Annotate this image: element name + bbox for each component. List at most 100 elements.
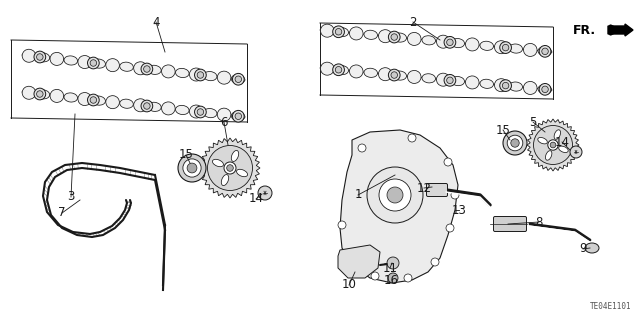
- Circle shape: [511, 139, 519, 147]
- Ellipse shape: [349, 27, 363, 40]
- Ellipse shape: [444, 36, 456, 48]
- Ellipse shape: [197, 72, 204, 78]
- Ellipse shape: [500, 80, 511, 92]
- Ellipse shape: [495, 79, 508, 92]
- Ellipse shape: [500, 42, 511, 54]
- Polygon shape: [338, 245, 380, 278]
- Ellipse shape: [231, 75, 245, 84]
- FancyArrow shape: [608, 24, 633, 36]
- Ellipse shape: [321, 24, 334, 37]
- Ellipse shape: [393, 33, 406, 42]
- Circle shape: [358, 144, 366, 152]
- Ellipse shape: [221, 174, 228, 186]
- Text: 8: 8: [535, 216, 543, 228]
- Circle shape: [431, 258, 439, 266]
- Ellipse shape: [524, 43, 537, 56]
- Ellipse shape: [422, 74, 436, 83]
- Ellipse shape: [143, 103, 150, 109]
- Circle shape: [387, 187, 403, 203]
- Ellipse shape: [585, 243, 599, 253]
- Circle shape: [187, 163, 197, 173]
- Ellipse shape: [408, 33, 421, 45]
- Ellipse shape: [235, 113, 241, 120]
- Ellipse shape: [539, 84, 551, 95]
- Circle shape: [346, 254, 354, 262]
- Ellipse shape: [195, 69, 206, 81]
- Circle shape: [444, 158, 452, 166]
- Circle shape: [227, 165, 234, 171]
- Circle shape: [178, 154, 206, 182]
- Ellipse shape: [143, 66, 150, 72]
- Ellipse shape: [22, 49, 36, 62]
- Ellipse shape: [444, 74, 456, 86]
- Ellipse shape: [134, 99, 147, 112]
- Ellipse shape: [36, 54, 43, 60]
- Ellipse shape: [106, 59, 120, 72]
- FancyBboxPatch shape: [426, 183, 447, 197]
- Circle shape: [367, 167, 423, 223]
- Circle shape: [534, 125, 573, 165]
- Circle shape: [404, 274, 412, 282]
- Text: 10: 10: [342, 278, 356, 292]
- Text: 11: 11: [383, 262, 397, 275]
- Text: 5: 5: [529, 115, 537, 129]
- Ellipse shape: [175, 105, 189, 115]
- Circle shape: [507, 135, 523, 151]
- Ellipse shape: [235, 76, 241, 83]
- Ellipse shape: [364, 30, 378, 39]
- Ellipse shape: [321, 62, 334, 75]
- Text: 13: 13: [452, 204, 467, 217]
- Ellipse shape: [141, 100, 153, 112]
- Ellipse shape: [333, 64, 344, 76]
- Ellipse shape: [335, 28, 342, 35]
- Text: 3: 3: [67, 190, 75, 204]
- Ellipse shape: [333, 26, 344, 38]
- Ellipse shape: [204, 108, 217, 118]
- Ellipse shape: [378, 30, 392, 43]
- Ellipse shape: [408, 70, 421, 84]
- Ellipse shape: [106, 96, 120, 109]
- Ellipse shape: [141, 63, 153, 75]
- Circle shape: [258, 186, 272, 200]
- Ellipse shape: [436, 35, 450, 48]
- Ellipse shape: [542, 86, 548, 93]
- Ellipse shape: [92, 59, 106, 68]
- Ellipse shape: [232, 110, 244, 122]
- Ellipse shape: [388, 69, 400, 81]
- Text: 6: 6: [220, 115, 228, 129]
- Text: 2: 2: [409, 16, 417, 28]
- Text: TE04E1101: TE04E1101: [590, 302, 632, 311]
- Circle shape: [408, 134, 416, 142]
- Ellipse shape: [195, 106, 206, 118]
- Ellipse shape: [237, 169, 248, 177]
- Ellipse shape: [509, 44, 522, 53]
- Ellipse shape: [34, 51, 45, 63]
- Circle shape: [338, 221, 346, 229]
- Text: 15: 15: [179, 149, 193, 161]
- Ellipse shape: [559, 146, 568, 152]
- FancyBboxPatch shape: [493, 217, 527, 232]
- Ellipse shape: [447, 77, 453, 84]
- Ellipse shape: [502, 82, 509, 89]
- Text: 9: 9: [579, 242, 587, 256]
- Ellipse shape: [134, 62, 147, 75]
- Ellipse shape: [50, 52, 63, 65]
- Ellipse shape: [335, 65, 349, 75]
- Ellipse shape: [451, 39, 465, 48]
- Text: 14: 14: [248, 192, 264, 205]
- Ellipse shape: [64, 56, 77, 65]
- Ellipse shape: [538, 85, 552, 94]
- Ellipse shape: [364, 68, 378, 78]
- Ellipse shape: [197, 109, 204, 115]
- Ellipse shape: [88, 57, 99, 69]
- Ellipse shape: [50, 89, 63, 102]
- Ellipse shape: [451, 77, 465, 85]
- Ellipse shape: [335, 66, 342, 73]
- Ellipse shape: [502, 44, 509, 51]
- Text: 7: 7: [58, 206, 66, 219]
- Ellipse shape: [465, 76, 479, 89]
- Ellipse shape: [349, 65, 363, 78]
- Ellipse shape: [436, 73, 450, 86]
- Ellipse shape: [231, 112, 245, 121]
- Ellipse shape: [161, 102, 175, 115]
